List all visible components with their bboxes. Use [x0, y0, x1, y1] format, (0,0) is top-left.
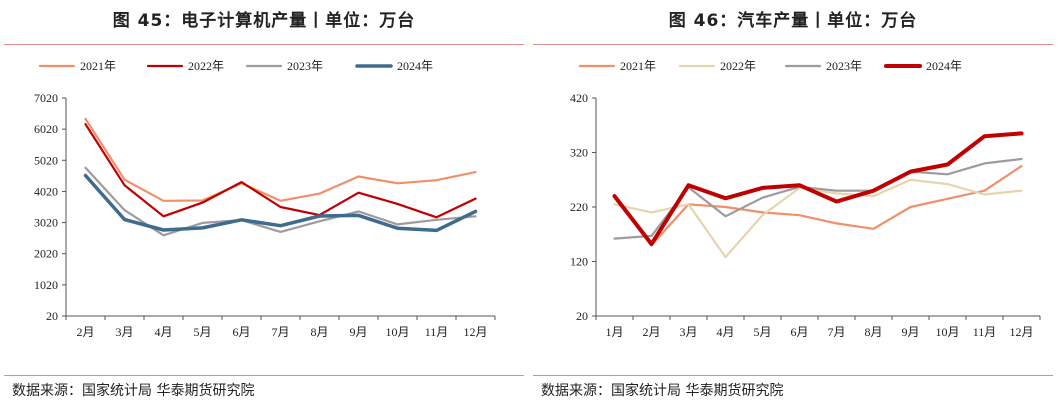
- legend-label: 2024年: [926, 59, 962, 73]
- x-tick-label: 11月: [973, 325, 997, 339]
- source-note: 数据来源：国家统计局 华泰期货研究院: [541, 383, 784, 399]
- x-tick-label: 11月: [425, 325, 449, 339]
- y-tick-label: 320: [570, 146, 588, 160]
- x-tick-label: 8月: [864, 325, 882, 339]
- series-line-1: [84, 117, 477, 202]
- x-tick-label: 3月: [115, 325, 133, 339]
- title-rule: [533, 44, 1053, 45]
- x-tick-label: 4月: [154, 325, 172, 339]
- series-line-3: [613, 157, 1023, 240]
- legend-label: 2022年: [188, 59, 224, 73]
- y-tick-label: 3020: [34, 216, 58, 230]
- auto-production-chart: 20 120 220 320 420 1月 2月 3月 4月 5月 6月 7月 8月 9月 10月 11月 12…: [570, 59, 1041, 339]
- y-tick-label: 420: [570, 91, 588, 105]
- x-tick-label: 6月: [790, 325, 808, 339]
- legend-label: 2023年: [826, 59, 862, 73]
- chart-title: 图 45：电子计算机产量丨单位：万台: [112, 11, 416, 31]
- y-tick-label: 4020: [34, 184, 58, 198]
- series-line-4: [83, 173, 478, 233]
- y-tick-label: 7020: [34, 91, 58, 105]
- title-rule: [4, 44, 524, 45]
- y-tick-label: 20: [46, 309, 58, 323]
- x-tick-label: 5月: [193, 325, 211, 339]
- source-note: 数据来源：国家统计局 华泰期货研究院: [12, 383, 255, 399]
- legend-label: 2022年: [720, 59, 756, 73]
- chart-panel-computers: 图 45：电子计算机产量丨单位：万台 20 1020 2020 3020 4020 502…: [0, 0, 528, 400]
- x-tick-label: 12月: [463, 325, 487, 339]
- y-tick-label: 120: [570, 255, 588, 269]
- legend-label: 2021年: [80, 59, 116, 73]
- chart-title: 图 46：汽车产量丨单位：万台: [668, 11, 918, 31]
- x-tick-label: 10月: [385, 325, 409, 339]
- series-line-2: [613, 178, 1023, 259]
- legend-label: 2023年: [287, 59, 323, 73]
- y-tick-label: 20: [576, 309, 588, 323]
- legend-label: 2024年: [397, 59, 433, 73]
- y-tick-label: 6020: [34, 122, 58, 136]
- x-tick-label: 9月: [349, 325, 367, 339]
- series-line-4: [612, 131, 1024, 247]
- x-tick-label: 4月: [716, 325, 734, 339]
- x-tick-label: 6月: [232, 325, 250, 339]
- y-tick-label: 1020: [34, 278, 58, 292]
- y-tick-label: 220: [570, 200, 588, 214]
- legend-label: 2021年: [620, 59, 656, 73]
- x-tick-label: 1月: [605, 325, 623, 339]
- series-line-2: [84, 123, 477, 219]
- series-line-1: [613, 164, 1023, 247]
- x-tick-label: 12月: [1009, 325, 1033, 339]
- x-tick-label: 7月: [271, 325, 289, 339]
- y-tick-label: 2020: [34, 247, 58, 261]
- source-rule: [4, 375, 524, 376]
- x-tick-label: 2月: [642, 325, 660, 339]
- chart-panel-autos: 图 46：汽车产量丨单位：万台 20 120 220 320 420 1月 2月 3月 4月 5月…: [529, 0, 1057, 400]
- source-rule: [533, 375, 1053, 376]
- computer-production-chart: 20 1020 2020 3020 4020 5020 6020 7020 2月 3月 4月 5月 6月…: [34, 59, 496, 339]
- x-tick-label: 8月: [310, 325, 328, 339]
- y-tick-label: 5020: [34, 153, 58, 167]
- x-tick-label: 2月: [76, 325, 94, 339]
- x-tick-label: 7月: [827, 325, 845, 339]
- x-tick-label: 3月: [679, 325, 697, 339]
- x-tick-label: 9月: [901, 325, 919, 339]
- x-tick-label: 10月: [935, 325, 959, 339]
- x-tick-label: 5月: [753, 325, 771, 339]
